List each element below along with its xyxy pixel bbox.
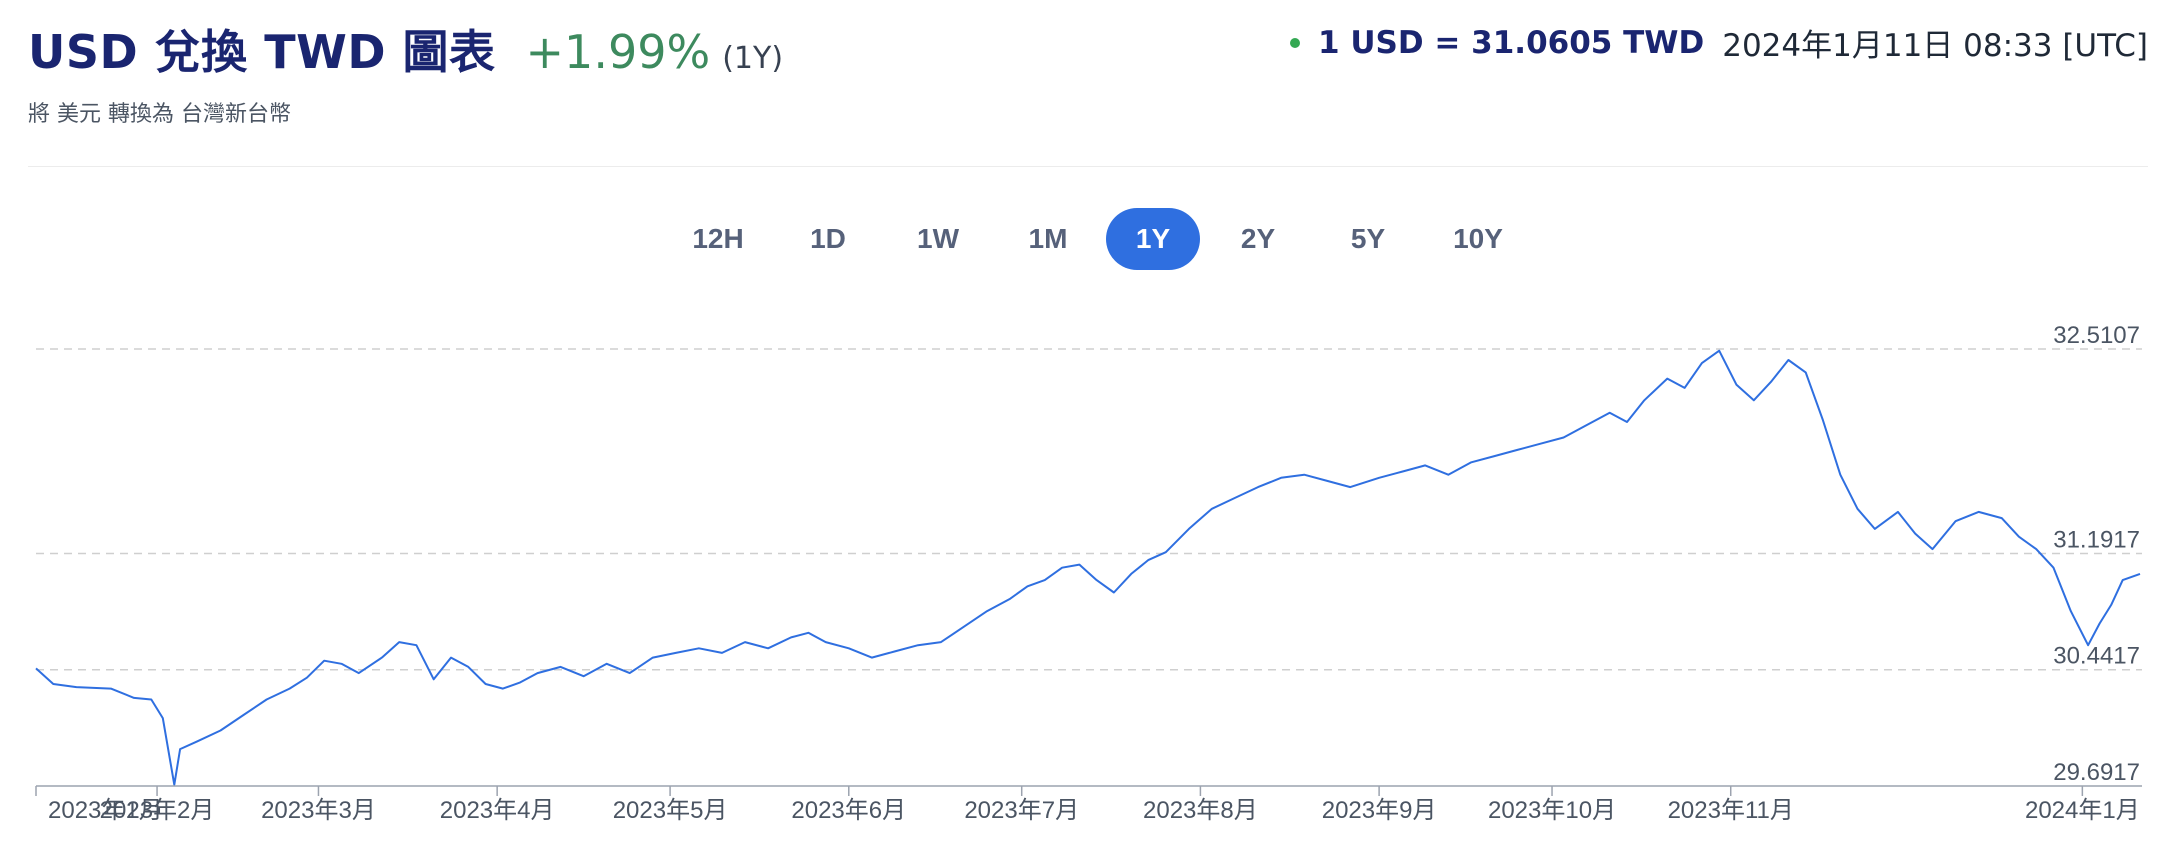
- x-tick-label: 2023年4月: [440, 797, 555, 824]
- range-button-1d[interactable]: 1D: [810, 223, 846, 254]
- x-tick-label: 2023年7月: [964, 797, 1079, 824]
- x-tick-label: 2023年3月: [261, 797, 376, 824]
- range-button-1w[interactable]: 1W: [917, 223, 959, 254]
- range-selector: 12H 1D 1W 1M 1Y 2Y 5Y 10Y: [666, 208, 1536, 270]
- x-tick-label: 2023年9月: [1322, 797, 1437, 824]
- change-period: (1Y): [722, 41, 784, 76]
- change-percent: +1.99%: [525, 25, 711, 79]
- title-row: USD 兌換 TWD 圖表 +1.99% (1Y): [28, 16, 783, 82]
- range-button-1m[interactable]: 1M: [1028, 223, 1068, 254]
- range-button-12h[interactable]: 12H: [692, 223, 744, 254]
- current-rate: 1 USD = 31.0605 TWD: [1318, 24, 1705, 61]
- x-tick-label: 2023年2月: [100, 797, 215, 824]
- x-tick-label: 2023年1月: [48, 797, 163, 824]
- x-tick-label: 2023年8月: [1143, 797, 1258, 824]
- y-tick-label: 30.4417: [2053, 643, 2140, 670]
- y-tick-label: 31.1917: [2053, 526, 2140, 553]
- header-divider: [28, 166, 2148, 167]
- series-line: [35, 349, 2141, 786]
- y-tick-label: 29.6917: [2053, 759, 2140, 786]
- x-tick-label: 2024年1月: [2025, 797, 2140, 824]
- range-button-5y[interactable]: 5Y: [1350, 223, 1386, 254]
- live-status-dot-icon: [1290, 37, 1301, 48]
- exchange-rate-chart: 32.510731.191730.441729.69172023年1月2023年…: [35, 322, 2142, 824]
- rate-timestamp: 2024年1月11日 08:33 [UTC]: [1722, 28, 2148, 64]
- x-tick-label: 2023年6月: [791, 797, 906, 824]
- page-title: USD 兌換 TWD 圖表: [28, 25, 496, 79]
- y-tick-label: 32.5107: [2053, 322, 2140, 349]
- range-button-10y[interactable]: 10Y: [1453, 223, 1503, 254]
- range-button-2y[interactable]: 2Y: [1240, 223, 1276, 254]
- range-button-1y[interactable]: 1Y: [1106, 208, 1200, 270]
- x-tick-label: 2023年5月: [613, 797, 728, 824]
- x-tick-label: 2023年10月: [1488, 797, 1616, 824]
- conversion-subtitle: 將 美元 轉換為 台灣新台幣: [28, 102, 291, 127]
- live-rate: 1 USD = 31.0605 TWD 2024年1月11日 08:33 [UT…: [1290, 20, 2148, 65]
- x-tick-label: 2023年11月: [1668, 797, 1794, 824]
- chart-area: 32.5107 31.1917 30.4417 29.6917 2023年1月 2023年…: [0, 300, 2176, 852]
- chart-header: USD 兌換 TWD 圖表 +1.99% (1Y) 將 美元 轉換為 台灣新台幣…: [28, 16, 2148, 166]
